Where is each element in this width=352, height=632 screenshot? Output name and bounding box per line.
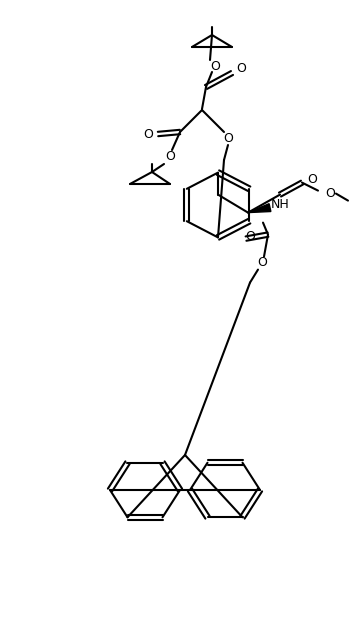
Text: O: O <box>210 59 220 73</box>
Polygon shape <box>248 204 271 212</box>
Text: O: O <box>257 256 267 269</box>
Text: O: O <box>325 187 335 200</box>
Text: NH: NH <box>271 198 289 211</box>
Text: O: O <box>236 63 246 75</box>
Text: O: O <box>307 173 317 186</box>
Text: O: O <box>143 128 153 140</box>
Text: O: O <box>245 230 255 243</box>
Text: O: O <box>223 131 233 145</box>
Text: O: O <box>165 150 175 164</box>
